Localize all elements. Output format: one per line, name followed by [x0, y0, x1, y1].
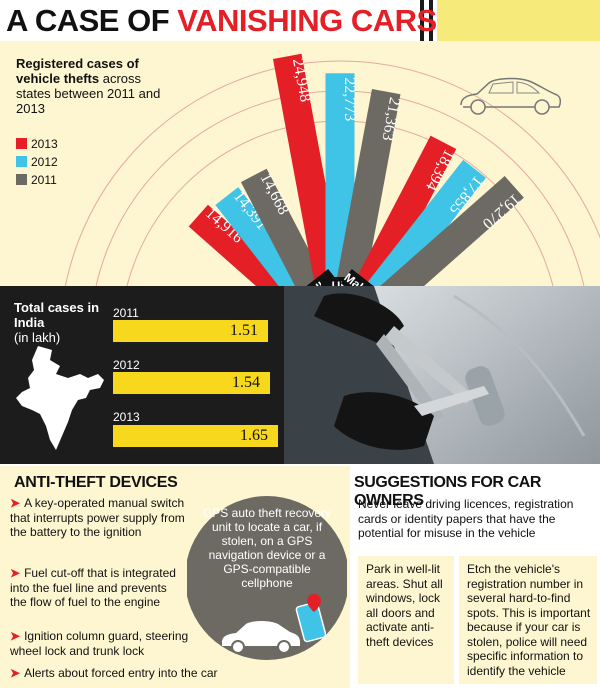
arrow-icon: ➤: [10, 629, 21, 643]
india-totals-label: Total cases in India (in lakh): [14, 300, 104, 345]
arrow-icon: ➤: [10, 566, 21, 580]
legend-label: 2012: [31, 155, 58, 169]
bar-rect: [188, 204, 320, 286]
chart-description: Registered cases of vehicle thefts acros…: [16, 56, 166, 116]
arrow-icon: ➤: [10, 496, 21, 510]
suggestion-box-parking: Park in well-lit areas. Shut all windows…: [358, 556, 454, 684]
year-label: 2012: [113, 358, 140, 372]
legend-label: 2011: [31, 173, 57, 187]
anti-theft-item: ➤ Ignition column guard, steering wheel l…: [10, 629, 210, 658]
total-value: 1.65: [240, 427, 268, 444]
suggestion-text: Park in well-lit areas. Shut all windows…: [366, 562, 443, 649]
suggestions-title: SUGGESTIONS FOR CAR OWNERS: [354, 474, 542, 509]
anti-theft-item-text: Alerts about forced entry into the car: [24, 666, 218, 680]
category-text: UP: [332, 279, 349, 286]
legend-swatch: [16, 138, 27, 149]
chart-description-rest: across states between 2011 and 2013: [16, 71, 161, 116]
india-totals-title: Total cases in India: [14, 300, 100, 330]
total-value: 1.51: [230, 322, 258, 339]
bar-rect: [333, 88, 401, 286]
bar-rect: [345, 135, 457, 286]
anti-theft-item: ➤ Fuel cut-off that is integrated into th…: [10, 566, 185, 610]
legend-swatch: [16, 174, 27, 185]
bar-rect: [240, 168, 335, 286]
bar-rect: [360, 175, 524, 286]
anti-theft-item: ➤ A key-operated manual switch that inter…: [10, 496, 200, 540]
theft-chart-panel: Registered cases of vehicle thefts acros…: [0, 41, 600, 286]
page-title: A CASE OF VANISHING CARS: [6, 3, 437, 39]
suggestion-box-etching: Etch the vehicle's registration number i…: [459, 556, 597, 684]
legend-item-2011: 2011: [16, 173, 57, 187]
bar-value-label: 22,773: [341, 77, 358, 121]
total-value: 1.54: [232, 374, 260, 391]
anti-theft-item-text: Ignition column guard, steering wheel lo…: [10, 629, 189, 658]
arc-guide-line: [65, 60, 600, 286]
title-part-2: VANISHING CARS: [177, 3, 437, 38]
car-theft-photo: [284, 286, 600, 464]
header-stripe: [420, 0, 424, 41]
suggestions-lead: Never leave driving licences, registrati…: [358, 497, 574, 540]
total-bar-2013: 1.65: [113, 425, 278, 447]
header: A CASE OF VANISHING CARS: [0, 0, 600, 41]
legend-item-2012: 2012: [16, 155, 58, 169]
legend-swatch: [16, 156, 27, 167]
year-label: 2013: [113, 410, 140, 424]
india-map-icon: [16, 346, 104, 450]
anti-theft-title: ANTI-THEFT DEVICES: [14, 474, 178, 491]
suggestion-text: Etch the vehicle's registration number i…: [467, 562, 591, 678]
title-part-1: A CASE OF: [6, 3, 170, 38]
legend-label: 2013: [31, 137, 58, 151]
car-phone-icon: [222, 594, 326, 654]
anti-theft-item: ➤ Alerts about forced entry into the car: [10, 666, 270, 681]
year-label: 2011: [113, 306, 139, 320]
header-stripe: [429, 0, 433, 41]
bar-rect: [353, 159, 486, 286]
anti-theft-item-text: Fuel cut-off that is integrated into the…: [10, 566, 176, 609]
total-bar-2012: 1.54: [113, 372, 270, 394]
category-tag: [340, 269, 407, 286]
category-label-up: UP: [321, 277, 359, 286]
category-tag: [321, 277, 359, 286]
photo-illustration: [284, 286, 600, 464]
anti-theft-item-text: A key-operated manual switch that interr…: [10, 496, 185, 539]
gps-description: GPS auto theft recovery unit to locate a…: [202, 506, 332, 590]
chart-description-bold: Registered cases of vehicle thefts: [16, 56, 139, 86]
india-totals-panel: Total cases in India (in lakh) 2011 1.51…: [0, 286, 284, 464]
header-band: [437, 0, 600, 41]
arrow-icon: ➤: [10, 666, 21, 680]
car-outline-icon: [460, 77, 562, 115]
total-bar-2011: 1.51: [113, 320, 268, 342]
legend-item-2013: 2013: [16, 137, 58, 151]
india-totals-unit: (in lakh): [14, 330, 61, 345]
